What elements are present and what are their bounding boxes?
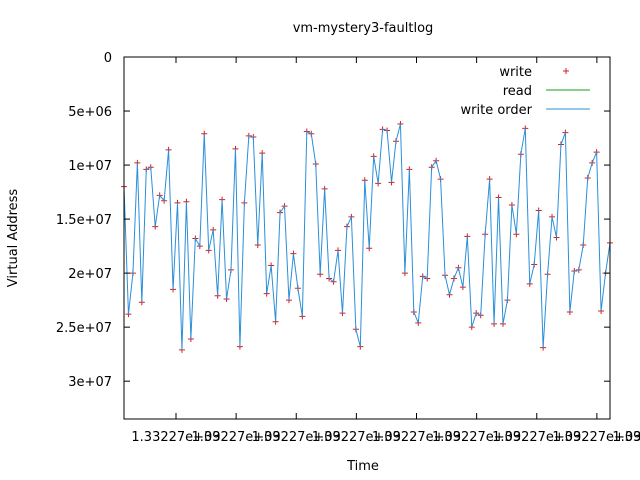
x-tick-label: 1.33227e+09 bbox=[612, 430, 640, 445]
x-tick-label: 1.33227e+09 bbox=[131, 430, 220, 445]
legend-label: read bbox=[503, 84, 532, 99]
x-tick-label: 1.33227e+09 bbox=[432, 430, 521, 445]
y-axis-label: Virtual Address bbox=[6, 189, 21, 288]
x-axis-label: Time bbox=[346, 459, 379, 474]
legend-marker-write bbox=[563, 68, 569, 74]
y-tick-label: 2e+07 bbox=[68, 267, 112, 282]
x-tick-label: 1.33227e+09 bbox=[252, 430, 341, 445]
series-line-write-order bbox=[123, 123, 611, 350]
y-tick-label: 1e+07 bbox=[68, 159, 112, 174]
y-tick-label: 5e+06 bbox=[68, 105, 112, 120]
chart-title: vm-mystery3-faultlog bbox=[293, 21, 434, 36]
y-tick-label: 2.5e+07 bbox=[56, 321, 112, 336]
plot-frame bbox=[123, 56, 611, 420]
legend-label: write order bbox=[461, 103, 533, 118]
x-tick-label: 1.33227e+09 bbox=[372, 430, 461, 445]
legend-label: write bbox=[499, 65, 532, 80]
y-tick-label: 0 bbox=[104, 51, 112, 66]
x-axis: 1.33227e+091.33227e+091.33227e+091.33227… bbox=[131, 57, 640, 445]
x-tick-label: 1.33227e+09 bbox=[192, 430, 281, 445]
y-axis: 0 5e+06 1e+07 1.5e+07 2e+07 2.5e+07 3e+07 bbox=[56, 51, 610, 390]
y-tick-label: 3e+07 bbox=[68, 375, 112, 390]
legend: write read write order bbox=[461, 65, 590, 118]
x-tick-label: 1.33227e+09 bbox=[312, 430, 401, 445]
plot-area bbox=[121, 120, 613, 353]
x-tick-label: 1.33227e+09 bbox=[492, 430, 581, 445]
x-tick-label: 1.33227e+09 bbox=[552, 430, 640, 445]
y-tick-label: 1.5e+07 bbox=[56, 213, 112, 228]
